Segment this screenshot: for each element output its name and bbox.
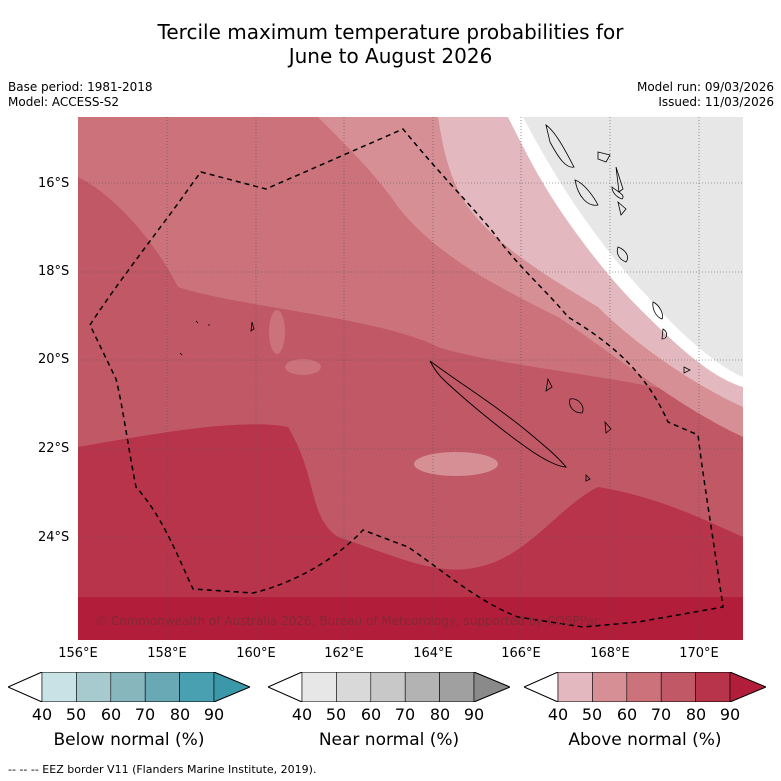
graticule — [78, 117, 743, 640]
legend-above-tick-60: 60 — [616, 705, 638, 724]
legend-below-tick-80: 80 — [169, 705, 191, 724]
legend-above-normal-swatch-3 — [626, 672, 662, 702]
legend-below-tick-90: 90 — [203, 705, 225, 724]
reef-marks — [179, 320, 255, 356]
legend-near-title: Near normal (%) — [318, 730, 460, 750]
legend-below-normal-swatch-5 — [179, 672, 215, 702]
legend-above-normal-bar — [524, 672, 766, 702]
legend-above-normal-swatch-5 — [695, 672, 731, 702]
legend-near-normal-swatch-1 — [301, 672, 337, 702]
legend-above-tick-50: 50 — [581, 705, 603, 724]
eez-footer-note: -- -- -- EEZ border V11 (Flanders Marine… — [8, 763, 317, 776]
patch-lighter-3 — [285, 359, 321, 375]
legend-near-tick-90: 90 — [463, 705, 485, 724]
legend-below-tick-70: 70 — [134, 705, 156, 724]
legend-below-normal-swatch-2 — [76, 672, 112, 702]
patch-lighter-1 — [414, 452, 498, 476]
probability-map — [78, 117, 743, 640]
legend-above-normal-swatch-1 — [557, 672, 593, 702]
issued-date: Issued: 11/03/2026 — [658, 95, 774, 109]
copyright-text: © Commonwealth of Australia 2026, Bureau… — [95, 614, 601, 628]
legend-below-tick-40: 40 — [31, 705, 53, 724]
zone-80-90 — [78, 424, 743, 640]
legend-near-normal-swatch-4 — [404, 672, 440, 702]
lat-label-18s: 18°S — [38, 264, 70, 279]
eez-border — [89, 128, 724, 628]
legend-near-normal-swatch-2 — [336, 672, 372, 702]
meta-right: Model run: 09/03/2026 Issued: 11/03/2026 — [637, 80, 774, 110]
legend-near-tick-50: 50 — [325, 705, 347, 724]
legend-below-tick-60: 60 — [100, 705, 122, 724]
map-title: Tercile maximum temperature probabilitie… — [0, 20, 781, 68]
lon-label-160e: 160°E — [236, 646, 276, 661]
legend-above-normal-swatch-4 — [660, 672, 696, 702]
legend-below-tick-50: 50 — [65, 705, 87, 724]
legend-below-normal-swatch-3 — [110, 672, 146, 702]
legend-above-tick-90: 90 — [719, 705, 741, 724]
legend-below-normal-swatch-1 — [41, 672, 77, 702]
legend-near-tick-80: 80 — [429, 705, 451, 724]
lon-label-158e: 158°E — [147, 646, 187, 661]
legend-below-normal-swatch-0 — [8, 672, 43, 702]
legend-above-title: Above normal (%) — [568, 730, 722, 750]
lat-label-20s: 20°S — [38, 352, 70, 367]
lat-label-22s: 22°S — [38, 441, 70, 456]
lon-label-162e: 162°E — [324, 646, 364, 661]
lon-label-164e: 164°E — [413, 646, 453, 661]
legend-above-normal-swatch-2 — [592, 672, 628, 702]
lat-label-24s: 24°S — [38, 530, 70, 545]
legend-near-normal-swatch-5 — [439, 672, 475, 702]
lon-label-170e: 170°E — [679, 646, 719, 661]
legend-near-tick-60: 60 — [360, 705, 382, 724]
legend-above-tick-80: 80 — [685, 705, 707, 724]
lon-label-166e: 166°E — [501, 646, 541, 661]
zone-near-normal — [523, 117, 743, 377]
loyalty-islands — [545, 377, 612, 482]
lon-label-156e: 156°E — [58, 646, 98, 661]
legend-near-tick-70: 70 — [394, 705, 416, 724]
base-period: Base period: 1981-2018 — [8, 80, 153, 94]
legend-near-tick-40: 40 — [291, 705, 313, 724]
legend-below-title: Below normal (%) — [53, 730, 205, 750]
zone-90 — [78, 597, 743, 640]
legend-above-normal-swatch-0 — [524, 672, 559, 702]
legend-below-normal-bar — [8, 672, 250, 702]
legend-above-tick-70: 70 — [650, 705, 672, 724]
title-line-2: June to August 2026 — [288, 44, 493, 68]
meta-left: Base period: 1981-2018 Model: ACCESS-S2 — [8, 80, 153, 110]
legend-near-normal-swatch-6 — [473, 672, 510, 702]
legend-above-tick-40: 40 — [547, 705, 569, 724]
legend-below-normal-swatch-4 — [144, 672, 180, 702]
model-name: Model: ACCESS-S2 — [8, 95, 120, 109]
legend-above-normal-swatch-6 — [729, 672, 766, 702]
legend-near-normal-swatch-0 — [268, 672, 303, 702]
new-caledonia-island — [429, 360, 567, 468]
legend-near-normal-bar — [268, 672, 510, 702]
vanuatu-islands — [545, 124, 691, 374]
title-line-1: Tercile maximum temperature probabilitie… — [157, 20, 624, 44]
patch-lighter-2 — [269, 310, 285, 354]
legend-below-normal-swatch-6 — [213, 672, 250, 702]
model-run: Model run: 09/03/2026 — [636, 80, 774, 94]
legend-near-normal-swatch-3 — [370, 672, 406, 702]
lon-label-168e: 168°E — [590, 646, 630, 661]
lat-label-16s: 16°S — [38, 176, 70, 191]
